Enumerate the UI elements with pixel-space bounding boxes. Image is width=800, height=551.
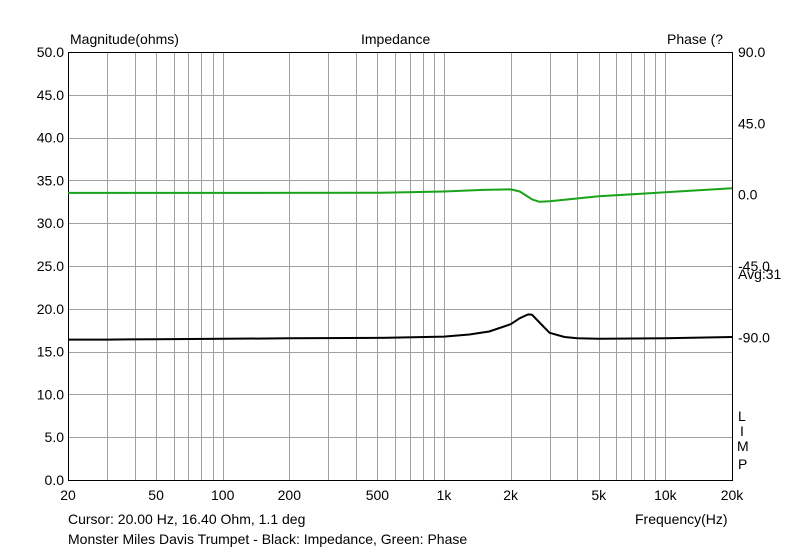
y2-tick-label: -45.0: [738, 258, 770, 274]
y-tick-label: 50.0: [37, 44, 64, 60]
x-axis-label: Frequency(Hz): [635, 511, 728, 527]
y2-tick-label: 45.0: [738, 115, 765, 131]
y-tick-label: 0.0: [45, 472, 65, 488]
y2-axis-label: Phase (?: [667, 31, 724, 47]
limp-letter-m: M: [737, 438, 749, 454]
y-tick-label: 15.0: [37, 344, 64, 360]
x-tick-label: 5k: [591, 487, 607, 503]
x-tick-label: 100: [211, 487, 235, 503]
chart-legend: Monster Miles Davis Trumpet - Black: Imp…: [68, 531, 468, 547]
x-tick-label: 10k: [654, 487, 678, 503]
limp-letter-i: I: [740, 423, 744, 439]
y-tick-label: 5.0: [45, 429, 65, 445]
plot-frame: [68, 52, 733, 481]
y-tick-label: 20.0: [37, 301, 64, 317]
limp-letter-p: P: [738, 456, 748, 472]
cursor-readout: Cursor: 20.00 Hz, 16.40 Ohm, 1.1 deg: [68, 511, 306, 527]
y-tick-label: 45.0: [37, 87, 64, 103]
x-tick-label: 50: [148, 487, 164, 503]
y-tick-label: 35.0: [37, 172, 64, 188]
impedance-series-line: [68, 313, 733, 341]
y-tick-label: 40.0: [37, 130, 64, 146]
y-tick-label: 10.0: [37, 386, 64, 402]
chart-title: Impedance: [361, 31, 431, 47]
phase-series-line: [68, 187, 733, 203]
y-axis-label: Magnitude(ohms): [70, 31, 179, 47]
avg-label: Avg:31: [738, 266, 782, 282]
y-tick-label: 25.0: [37, 258, 64, 274]
x-tick-label: 2k: [503, 487, 519, 503]
y2-tick-label: 90.0: [738, 44, 765, 60]
y2-tick-label: 0.0: [738, 187, 758, 203]
y-tick-label: 30.0: [37, 215, 64, 231]
x-tick-label: 20: [60, 487, 76, 503]
x-tick-label: 20k: [721, 487, 745, 503]
x-tick-label: 1k: [437, 487, 453, 503]
x-tick-label: 200: [278, 487, 302, 503]
x-tick-label: 500: [366, 487, 390, 503]
y2-tick-label: -90.0: [738, 329, 770, 345]
limp-letter-l: L: [738, 408, 746, 424]
